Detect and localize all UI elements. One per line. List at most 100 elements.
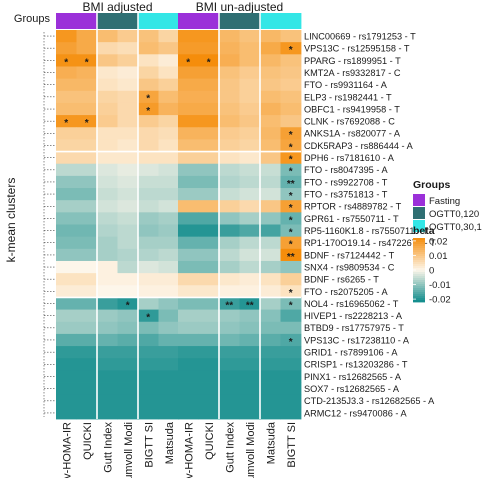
heatmap-cell (138, 285, 159, 298)
heatmap-cell (178, 212, 199, 225)
heatmap-cell (239, 66, 261, 80)
heatmap-cell (178, 321, 199, 335)
group-bar (239, 13, 261, 29)
heatmap-cell (239, 394, 261, 408)
heatmap-cell (280, 370, 302, 383)
legend-gradient-step (413, 268, 425, 271)
heatmap-cell (117, 394, 139, 408)
heatmap-cell (280, 236, 302, 250)
heatmap-cell (158, 102, 180, 116)
significance-star: ** (287, 179, 295, 190)
significance-star: * (289, 300, 293, 311)
heatmap-cell (239, 200, 261, 213)
heatmap-cell (239, 102, 261, 116)
heatmap-cell (178, 151, 199, 165)
heatmap-cell (239, 30, 261, 43)
heatmap-cell (219, 188, 240, 201)
heatmap-cell (76, 42, 98, 55)
row-label: PPARG - rs1899951 - T (304, 56, 401, 66)
heatmap-cell (219, 212, 240, 225)
group-bar (260, 13, 281, 29)
heatmap-cell (239, 260, 261, 274)
heatmap-cell (138, 358, 159, 371)
heatmap-cell (219, 54, 240, 67)
heatmap-cell (117, 90, 139, 104)
significance-star: * (289, 240, 293, 251)
heatmap-cell (76, 139, 98, 152)
heatmap-cell (219, 394, 240, 408)
heatmap-cell (56, 90, 77, 104)
legend-gradient-step (413, 278, 425, 281)
heatmap-cell (138, 66, 159, 80)
legend-gradient-step (413, 252, 425, 255)
column-label: Matsuda (164, 421, 176, 464)
heatmap-cell (280, 358, 302, 371)
row-label: GRID1 - rs7899106 - A (304, 348, 398, 358)
heatmap-cell (280, 394, 302, 408)
heatmap-cell (138, 333, 159, 347)
heatmap-cell (260, 273, 281, 286)
legend-tick-label: 0 (429, 266, 434, 277)
heatmap-cell (198, 102, 220, 116)
heatmap-cell (158, 78, 180, 92)
heatmap-cell (158, 260, 180, 274)
heatmap-cell (219, 260, 240, 274)
heatmap-cell (280, 66, 302, 80)
row-label: SNX4 - rs9809534 - C (304, 262, 395, 272)
heatmap-cell (280, 139, 302, 152)
heatmap-cell (158, 200, 180, 213)
heatmap-cell (97, 127, 118, 140)
column-label: QUICKI (204, 422, 216, 460)
heatmap-cell (239, 370, 261, 383)
heatmap-cell (56, 370, 77, 383)
heatmap-cell (260, 115, 281, 128)
heatmap-cell (158, 273, 180, 286)
group-bar (280, 13, 302, 29)
heatmap-cell (198, 260, 220, 274)
heatmap-cell (178, 309, 199, 323)
heatmap-cell (280, 309, 302, 323)
heatmap-cell (260, 346, 281, 359)
row-label: BDNF - rs6265 - T (304, 275, 379, 285)
heatmap-cell (280, 115, 302, 128)
heatmap-cell (76, 224, 98, 238)
heatmap-cell (280, 54, 302, 67)
heatmap-cell (56, 42, 77, 55)
legend-swatch (413, 194, 425, 206)
heatmap-cell (219, 115, 240, 128)
heatmap-cell (76, 212, 98, 225)
heatmap-cell (219, 248, 240, 262)
row-label: RP1-170O19.14 - rs4722672 - T (304, 238, 436, 248)
heatmap-cell (198, 273, 220, 286)
heatmap-cell (97, 188, 118, 201)
heatmap-cell (198, 394, 220, 408)
heatmap-cell (260, 406, 281, 420)
heatmap-cell (117, 212, 139, 225)
legend-beta-title: beta (413, 225, 435, 237)
heatmap-cell (117, 406, 139, 420)
legend-tick-label: -0.01 (429, 280, 451, 291)
heatmap-cell (97, 248, 118, 262)
heatmap-cell (219, 273, 240, 286)
heatmap-cell (158, 90, 180, 104)
heatmap-cell (56, 175, 77, 189)
heatmap-cell (138, 236, 159, 250)
group-bar (219, 13, 240, 29)
heatmap-cell (260, 309, 281, 323)
heatmap-cell (198, 285, 220, 298)
heatmap-cell (260, 175, 281, 189)
heatmap-cell (260, 151, 281, 165)
heatmap-cell (138, 370, 159, 383)
significance-star: ** (287, 252, 295, 263)
legend-tick-label: -0.02 (429, 295, 451, 306)
heatmap-cell (117, 236, 139, 250)
heatmap-cell (117, 78, 139, 92)
legend-gradient-step (413, 286, 425, 289)
heatmap-cell (138, 42, 159, 55)
legend-gradient-step (413, 288, 425, 291)
legend-gradient-step (413, 280, 425, 283)
significance-star: * (64, 118, 68, 129)
heatmap-cell (198, 188, 220, 201)
heatmap-cell (239, 236, 261, 250)
heatmap-cell (56, 163, 77, 177)
